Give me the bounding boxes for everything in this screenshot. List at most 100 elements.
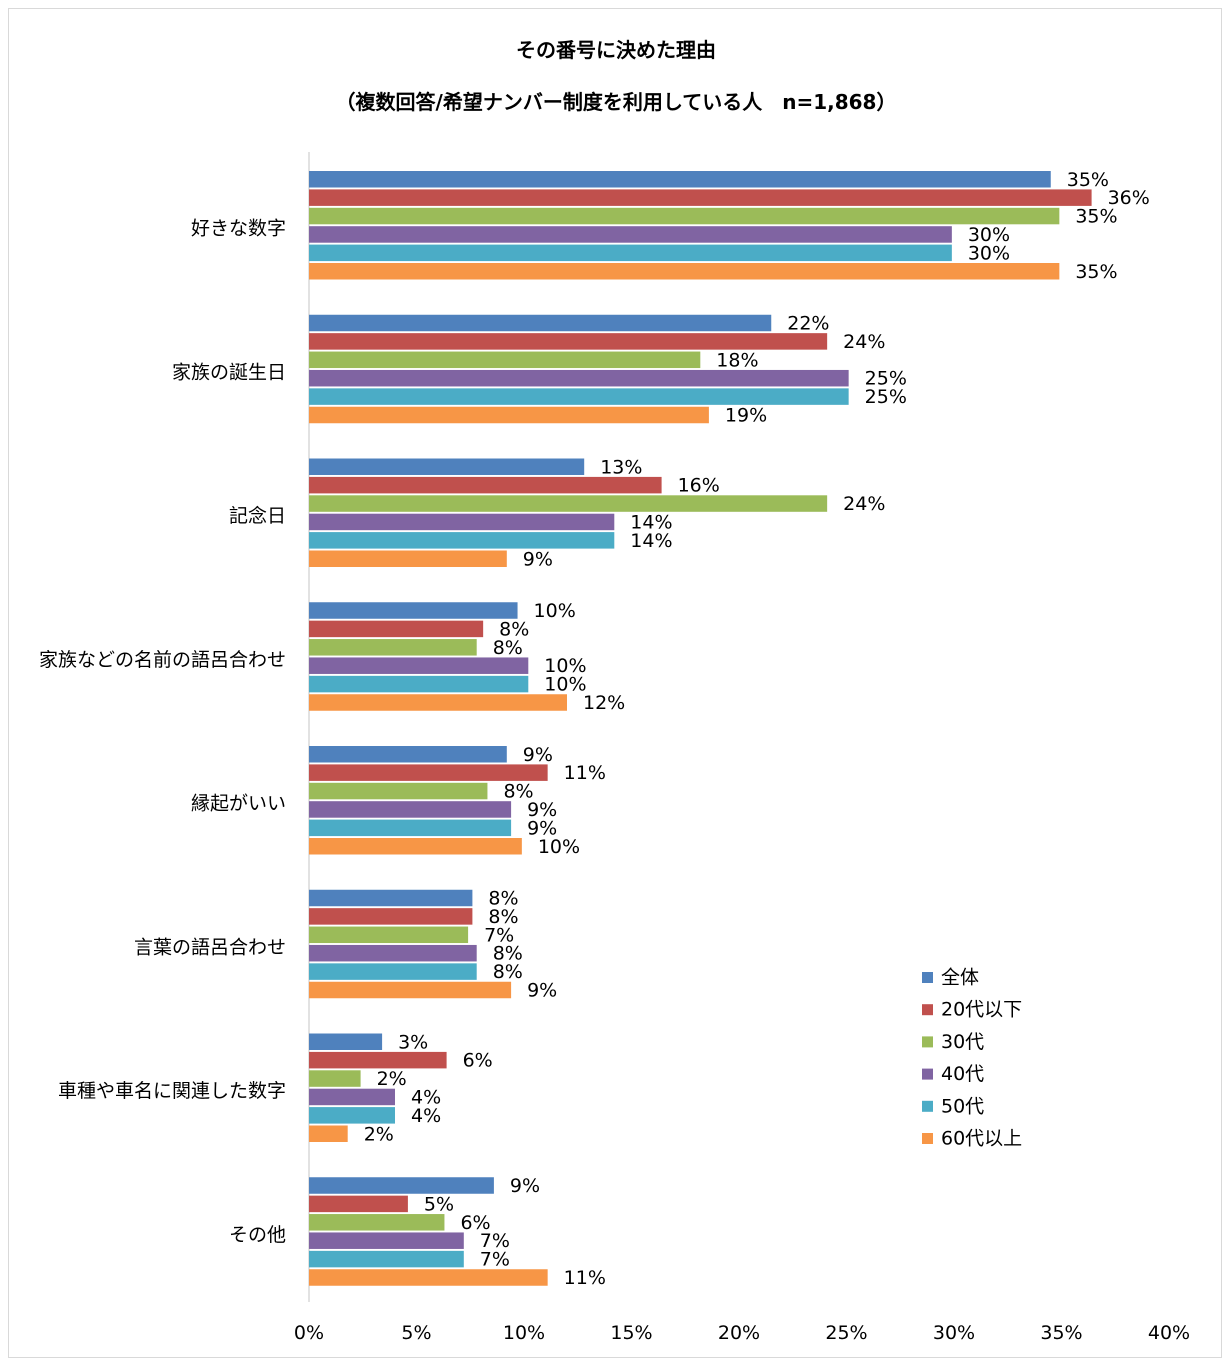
bar [309,189,1092,206]
legend-swatch [922,1068,933,1080]
data-label: 10% [544,655,586,677]
bar [309,782,488,800]
bar [309,1177,494,1194]
bar [309,406,709,424]
data-label: 12% [583,692,625,714]
data-label: 11% [564,762,606,784]
bar [309,244,952,262]
x-tick-label: 10% [503,1322,545,1344]
bar [309,639,477,656]
data-label: 8% [503,781,533,803]
data-label: 8% [488,888,518,910]
data-label: 8% [493,961,523,983]
data-label: 5% [424,1193,454,1215]
bar [309,476,662,494]
bar [309,675,529,693]
legend-label: 30代 [941,1031,984,1053]
bar [309,1033,383,1050]
bar [309,263,1060,280]
data-label: 9% [523,744,553,766]
bar [309,602,518,619]
data-label: 2% [377,1068,407,1090]
data-label: 25% [865,368,907,390]
bar [309,495,828,512]
bar [309,1070,361,1087]
bar [309,1214,445,1231]
x-tick-label: 40% [1148,1322,1190,1344]
bar [309,458,585,475]
data-label: 11% [564,1267,606,1289]
bar [309,1269,548,1286]
bar [309,944,477,962]
x-tick-label: 25% [825,1322,867,1344]
data-label: 22% [787,313,829,335]
data-label: 9% [523,548,553,570]
data-label: 2% [364,1123,394,1145]
data-label: 24% [843,493,885,515]
x-tick-label: 35% [1040,1322,1082,1344]
legend-label: 40代 [941,1063,984,1085]
bar [309,1107,395,1124]
bar [309,314,772,332]
legend-label: 50代 [941,1095,984,1117]
bar [309,171,1051,188]
x-tick-label: 15% [610,1322,652,1344]
category-label: 家族の誕生日 [172,361,286,383]
data-label: 25% [865,386,907,408]
category-label: その他 [229,1224,286,1246]
legend-swatch [922,1133,933,1144]
data-label: 8% [488,906,518,928]
data-label: 9% [527,817,557,839]
x-tick-label: 20% [718,1322,760,1344]
data-label: 7% [480,1249,510,1271]
data-label: 6% [460,1212,490,1234]
data-label: 13% [600,456,642,478]
data-label: 4% [411,1105,441,1127]
bar [309,1232,464,1249]
data-label: 30% [968,242,1010,264]
data-label: 9% [527,980,557,1002]
data-label: 36% [1108,187,1150,209]
data-label: 24% [843,331,885,353]
bar [309,207,1060,225]
legend-swatch [922,1004,933,1016]
data-label: 8% [499,618,529,640]
bar [309,746,507,763]
data-label: 35% [1067,169,1109,191]
data-label: 8% [493,943,523,965]
bar [309,694,567,711]
bar [309,226,952,243]
bar [309,388,849,405]
bar [309,657,529,674]
data-label: 14% [630,511,672,533]
legend-label: 20代以下 [941,999,1022,1021]
data-label: 6% [463,1050,493,1072]
data-label: 8% [493,637,523,659]
data-label: 9% [510,1175,540,1197]
category-label: 記念日 [229,504,286,527]
data-label: 35% [1075,206,1117,228]
data-label: 18% [716,349,758,371]
category-label: 車種や車名に関連した数字 [58,1080,286,1102]
bar [309,532,615,549]
data-label: 10% [534,600,576,622]
data-label: 30% [968,224,1010,246]
data-label: 3% [398,1031,428,1053]
bar [309,801,512,818]
bar [309,764,548,781]
data-label: 4% [411,1086,441,1108]
chart-title: その番号に決めた理由 [516,38,716,62]
bar [309,908,473,925]
bar [309,1125,348,1142]
bar [309,550,507,567]
category-label: 縁起がいい [191,793,286,815]
data-label: 10% [538,836,580,858]
bar [309,838,522,855]
legend-swatch [922,1036,933,1048]
legend-swatch [922,1100,933,1112]
bar [309,351,701,369]
category-label: 好きな数字 [191,218,286,240]
data-label: 19% [725,405,767,427]
bar [309,981,512,999]
